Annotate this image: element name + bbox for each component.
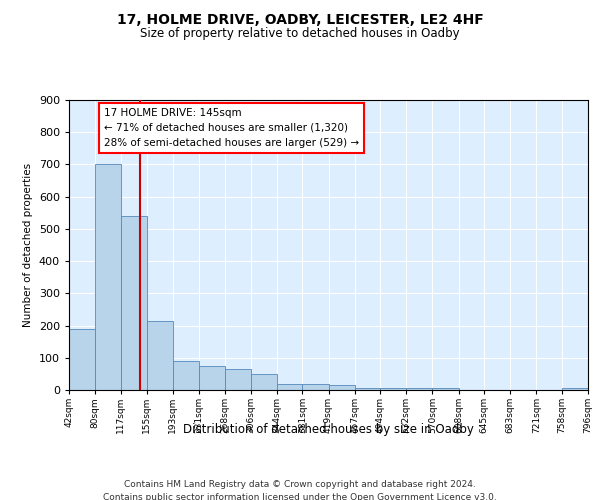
- Y-axis label: Number of detached properties: Number of detached properties: [23, 163, 33, 327]
- Bar: [121, 216, 147, 390]
- Bar: [302, 384, 329, 390]
- Bar: [69, 329, 95, 390]
- Bar: [562, 388, 588, 390]
- Bar: [224, 369, 251, 390]
- Text: Distribution of detached houses by size in Oadby: Distribution of detached houses by size …: [184, 422, 474, 436]
- Bar: [95, 164, 121, 390]
- Bar: [173, 361, 199, 390]
- Text: Contains public sector information licensed under the Open Government Licence v3: Contains public sector information licen…: [103, 492, 497, 500]
- Bar: [251, 374, 277, 390]
- Bar: [199, 366, 224, 390]
- Bar: [147, 320, 173, 390]
- Text: 17 HOLME DRIVE: 145sqm
← 71% of detached houses are smaller (1,320)
28% of semi-: 17 HOLME DRIVE: 145sqm ← 71% of detached…: [104, 108, 359, 148]
- Text: Contains HM Land Registry data © Crown copyright and database right 2024.: Contains HM Land Registry data © Crown c…: [124, 480, 476, 489]
- Bar: [355, 388, 380, 390]
- Text: 17, HOLME DRIVE, OADBY, LEICESTER, LE2 4HF: 17, HOLME DRIVE, OADBY, LEICESTER, LE2 4…: [116, 12, 484, 26]
- Text: Size of property relative to detached houses in Oadby: Size of property relative to detached ho…: [140, 28, 460, 40]
- Bar: [433, 388, 458, 390]
- Bar: [329, 385, 355, 390]
- Bar: [380, 388, 406, 390]
- Bar: [406, 388, 433, 390]
- Bar: [277, 384, 302, 390]
